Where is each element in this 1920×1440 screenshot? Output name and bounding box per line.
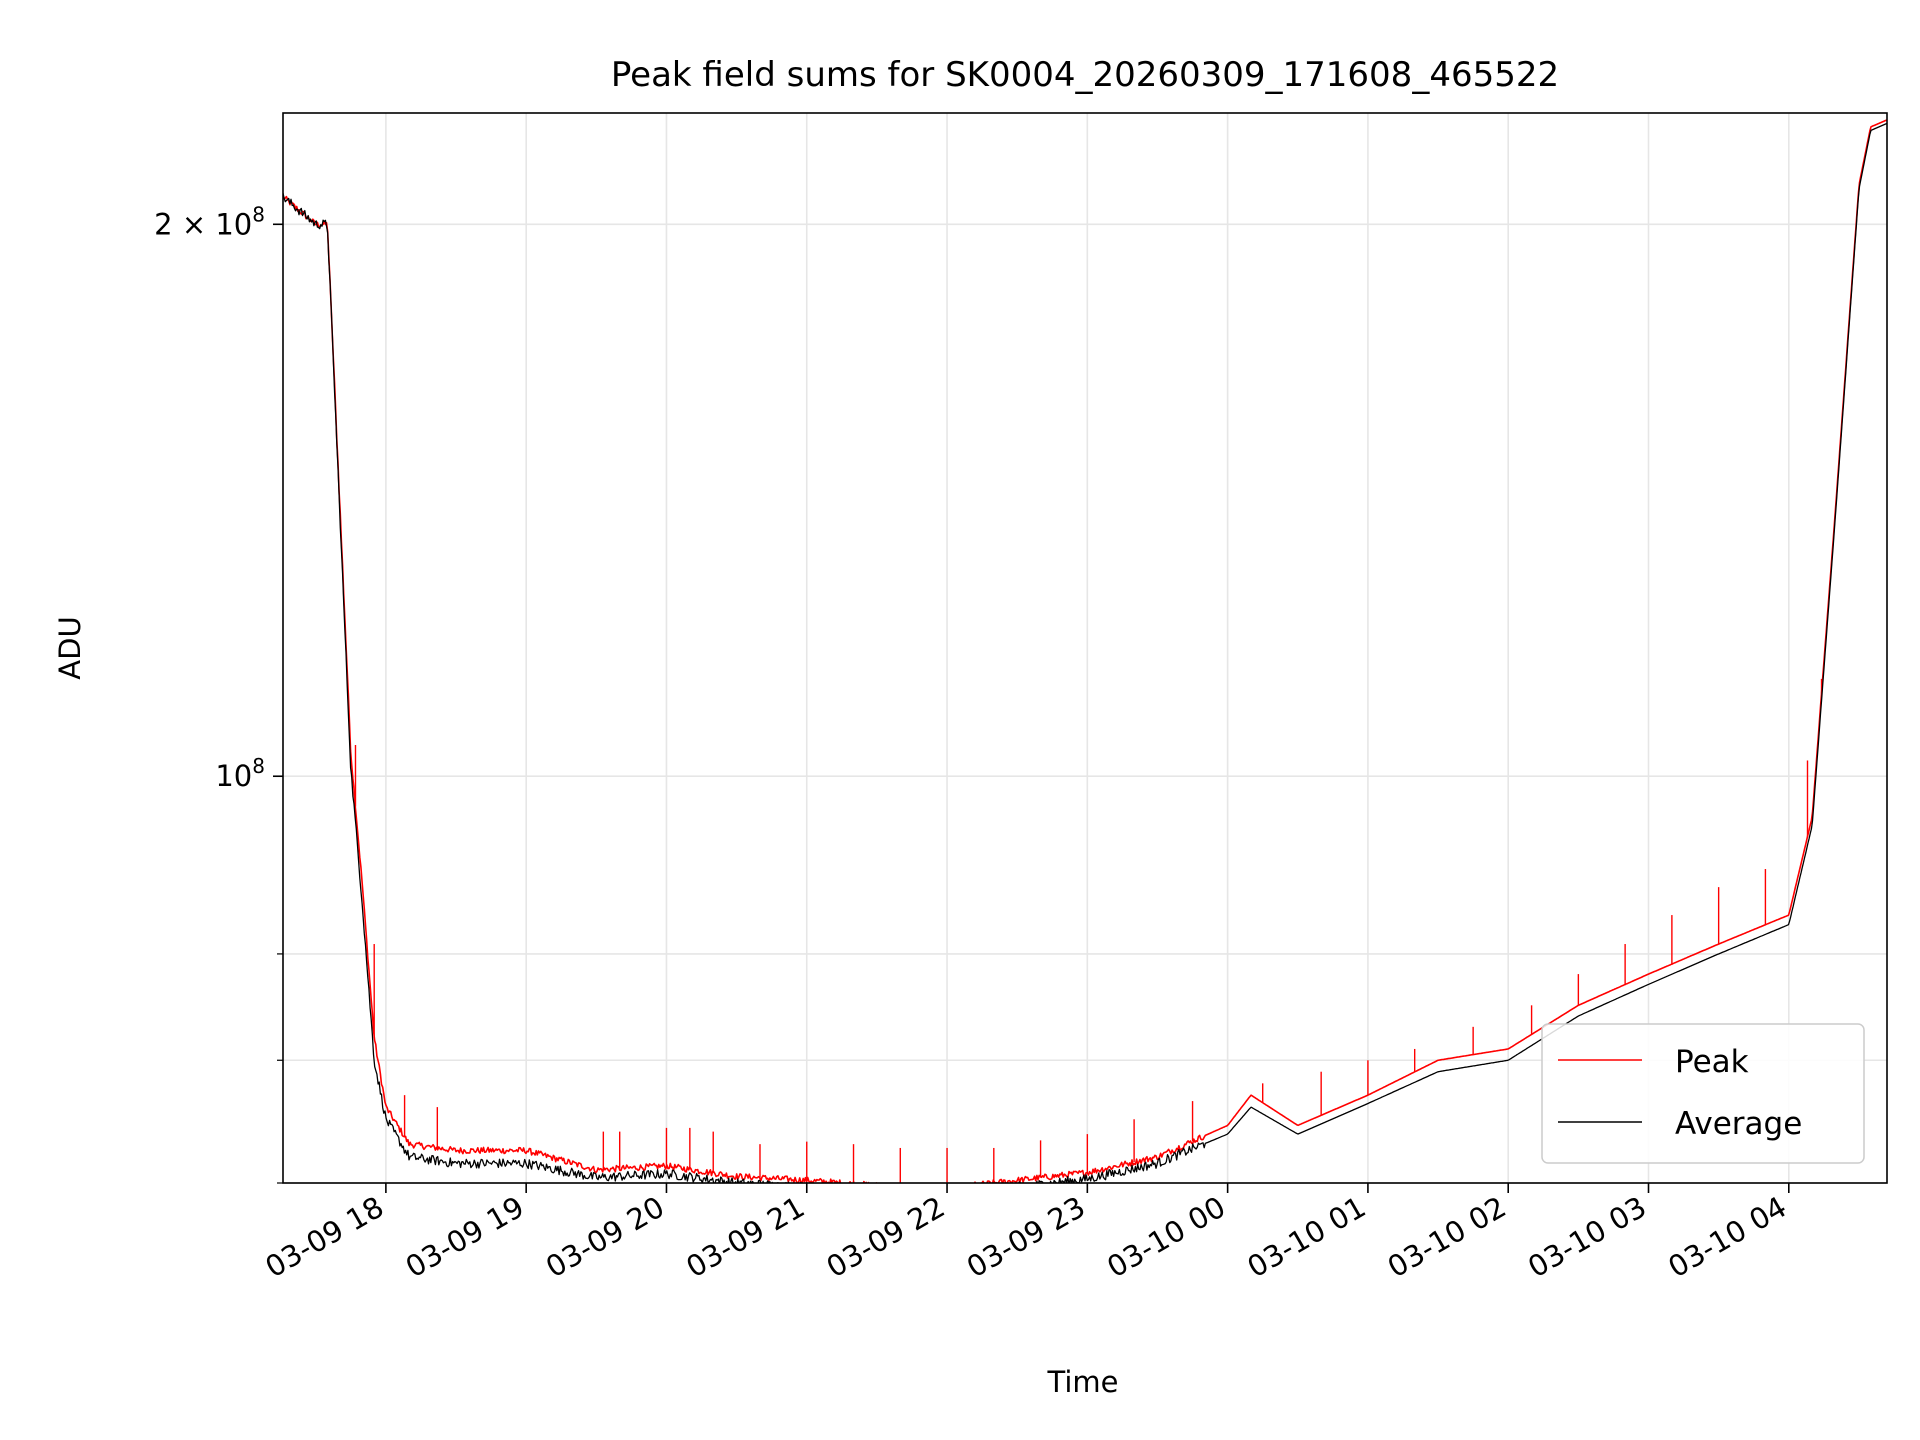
series-line-average [283, 122, 1887, 1183]
y-tick-label-exponent: 8 [252, 202, 265, 226]
y-tick-label-base: 2 × 10 [154, 207, 252, 241]
y-tick-label-base: 10 [215, 759, 252, 793]
y-axis-label: ADU [53, 616, 87, 679]
series-line-peak [283, 119, 1887, 1183]
legend: Peak Average [1541, 1023, 1865, 1164]
x-axis-label: Time [1047, 1365, 1119, 1399]
y-tick-label: 2 × 108 [154, 202, 265, 241]
legend-label-average: Average [1675, 1106, 1802, 1142]
chart-title: Peak field sums for SK0004_20260309_1716… [611, 55, 1559, 95]
series-layer [283, 119, 1887, 1183]
y-tick-label-exponent: 8 [252, 754, 265, 778]
y-tick-label: 108 [215, 754, 265, 793]
legend-label-peak: Peak [1675, 1044, 1749, 1080]
legend-box [1541, 1023, 1865, 1164]
plot-frame [282, 112, 1888, 1184]
